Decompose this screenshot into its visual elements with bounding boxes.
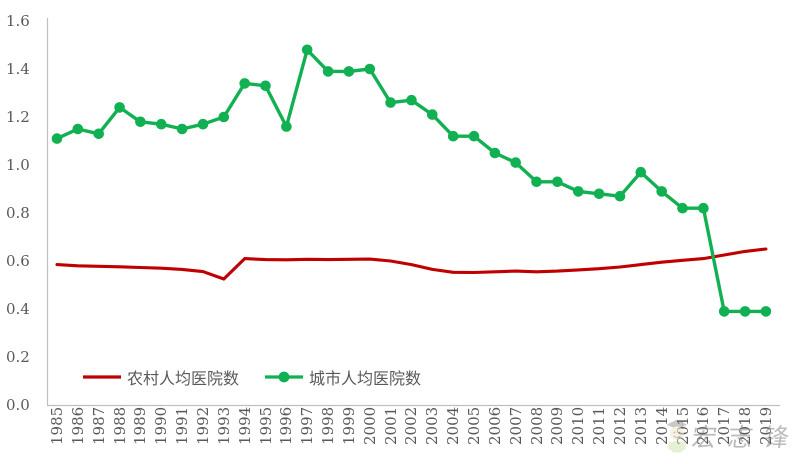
urban-data-point <box>489 147 501 159</box>
urban-data-point <box>677 202 688 214</box>
x-axis-tick-label: 1992 <box>193 406 212 445</box>
urban-data-point <box>93 128 104 140</box>
x-axis-tick-label: 1999 <box>339 406 358 445</box>
urban-data-point <box>322 66 334 77</box>
x-axis-tick-label: 2003 <box>423 406 442 445</box>
urban-data-point <box>343 66 355 77</box>
urban-data-point <box>301 44 313 56</box>
urban-data-point <box>698 202 709 214</box>
urban-data-point <box>364 63 376 75</box>
x-axis-tick-label: 1995 <box>256 406 275 445</box>
legend-item-rural: 农村人均医院数 <box>82 365 239 389</box>
y-axis-tick-label: 1.6 <box>6 12 30 30</box>
urban-data-point <box>635 166 647 178</box>
urban-data-point <box>218 111 230 123</box>
urban-data-point <box>197 118 209 130</box>
x-axis-tick-label: 1998 <box>319 406 338 445</box>
x-axis-tick-label: 2000 <box>360 406 379 445</box>
x-axis-tick-label: 1986 <box>68 406 87 445</box>
x-axis-tick-label: 2009 <box>548 406 567 445</box>
urban-data-point <box>114 102 125 113</box>
urban-data-point <box>281 121 292 132</box>
x-axis-tick-label: 2008 <box>527 406 546 445</box>
x-axis-tick-label: 1997 <box>298 406 317 445</box>
x-axis-tick-label: 2014 <box>652 406 671 445</box>
y-axis-tick-label: 0.4 <box>6 300 30 318</box>
urban-data-point <box>760 306 772 317</box>
x-axis-tick-label: 1996 <box>277 406 296 445</box>
x-axis-tick-label: 2019 <box>756 406 775 445</box>
x-axis-tick-label: 1991 <box>173 406 192 445</box>
legend: 农村人均医院数 城市人均医院数 <box>82 366 421 388</box>
x-axis-tick-label: 2016 <box>694 406 713 445</box>
urban-data-point <box>239 78 250 89</box>
y-axis-tick-label: 1.2 <box>6 108 30 126</box>
urban-data-point <box>739 306 751 317</box>
y-axis-tick-label: 0.0 <box>6 396 30 414</box>
y-axis-tick-label: 1.4 <box>6 60 30 78</box>
urban-data-point <box>552 176 563 188</box>
legend-item-urban: 城市人均医院数 <box>264 365 421 389</box>
x-axis-tick-label: 2011 <box>590 406 609 445</box>
x-axis-tick-label: 2017 <box>715 406 734 445</box>
legend-label-urban: 城市人均医院数 <box>309 369 422 388</box>
x-axis-tick-label: 1990 <box>152 406 171 445</box>
y-axis-tick-label: 1.0 <box>6 156 30 174</box>
urban-data-point <box>718 306 730 317</box>
urban-data-point <box>531 176 542 188</box>
urban-data-point <box>51 133 63 144</box>
urban-data-point <box>135 116 146 128</box>
rural-series-line <box>55 247 768 281</box>
legend-label-rural: 农村人均医院数 <box>127 369 240 388</box>
urban-data-point <box>573 186 584 197</box>
x-axis-tick-label: 1994 <box>235 406 254 445</box>
urban-data-point <box>176 123 188 135</box>
urban-data-point <box>406 94 417 106</box>
urban-data-point <box>656 186 667 197</box>
x-axis-tick-label: 2005 <box>465 406 483 445</box>
rural-line-swatch-icon <box>83 375 121 379</box>
x-axis-tick-label: 2007 <box>506 406 525 445</box>
urban-data-point <box>260 80 271 92</box>
urban-data-point <box>72 123 84 135</box>
urban-data-point <box>385 97 396 108</box>
x-axis-tick-label: 2002 <box>402 406 421 445</box>
urban-series-line <box>55 48 768 314</box>
x-axis-tick-label: 1985 <box>48 406 66 445</box>
x-axis-tick-label: 2006 <box>485 406 504 445</box>
x-axis-tick-label: 1987 <box>89 406 108 445</box>
y-axis-tick-label: 0.2 <box>6 348 30 366</box>
urban-line-marker-swatch-icon <box>265 371 304 383</box>
x-axis-tick-label: 2018 <box>736 406 755 445</box>
x-axis-tick-label: 2004 <box>444 406 463 445</box>
y-axis-tick-label: 0.6 <box>6 252 30 270</box>
urban-data-point <box>447 130 459 142</box>
x-axis-tick-label: 1993 <box>214 406 233 445</box>
y-axis-tick-label: 0.8 <box>6 204 30 222</box>
urban-data-point <box>614 190 626 202</box>
urban-data-point <box>510 157 521 168</box>
urban-data-point <box>427 109 438 120</box>
urban-data-point <box>156 118 167 130</box>
urban-data-point <box>468 130 480 142</box>
x-axis-tick-label: 2010 <box>569 406 588 445</box>
x-axis-tick-label: 2015 <box>673 406 692 445</box>
x-axis-tick-label: 2012 <box>610 406 629 445</box>
x-axis-tick-label: 2013 <box>631 406 650 445</box>
x-axis-tick-label: 1989 <box>131 406 150 445</box>
x-axis-tick-label: 2001 <box>381 406 400 445</box>
urban-data-point <box>593 188 605 200</box>
x-axis-tick-label: 1988 <box>110 406 129 445</box>
